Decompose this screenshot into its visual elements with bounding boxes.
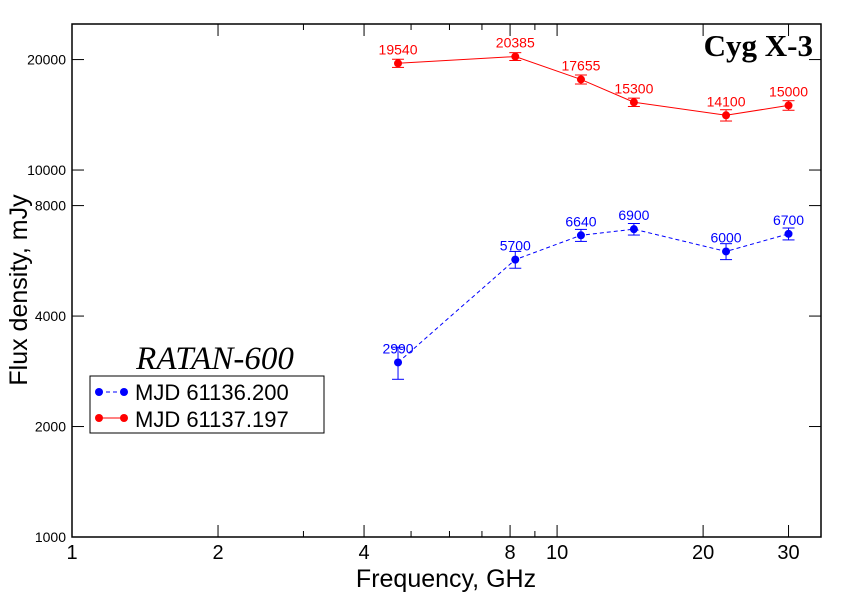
x-tick-label: 20 <box>692 542 714 564</box>
x-tick-label: 2 <box>212 542 223 564</box>
x-tick-label: 10 <box>546 542 568 564</box>
series-line <box>397 56 789 116</box>
data-label: 17655 <box>561 57 600 73</box>
data-point <box>394 358 403 367</box>
data-point <box>576 75 585 84</box>
legend-box <box>89 375 325 434</box>
series-line <box>397 228 789 363</box>
data-label: 6640 <box>565 213 596 229</box>
data-label: 6000 <box>710 229 741 245</box>
data-point <box>511 255 520 264</box>
data-label: 15300 <box>614 80 653 96</box>
y-axis-title: Flux density, mJy <box>5 194 33 386</box>
x-tick-label: 4 <box>358 542 369 564</box>
data-label: 2990 <box>382 340 413 356</box>
y-tick-label: 2000 <box>35 419 66 435</box>
data-point <box>784 229 793 238</box>
legend-item-blue: MJD 61136.200 <box>95 380 289 405</box>
legend-marker-red-right <box>120 414 128 422</box>
data-point <box>511 52 520 61</box>
data-label: 6700 <box>773 212 804 228</box>
y-tick-label: 1000 <box>35 529 66 545</box>
legend-marker-blue-right <box>120 388 128 396</box>
data-point <box>394 59 403 68</box>
y-tick-label: 10000 <box>27 162 66 178</box>
data-point <box>576 231 585 240</box>
legend-marker-red-left <box>95 414 103 422</box>
legend-marker-blue-left <box>95 388 103 396</box>
legend-label-red: MJD 61137.197 <box>135 407 289 432</box>
series-blue: 2990 5700 6640 6900 6000 6700 <box>382 207 804 380</box>
legend: MJD 61136.200 MJD 61137.197 <box>89 375 325 434</box>
x-tick-label: 30 <box>777 542 799 564</box>
x-tick-label: 8 <box>505 542 516 564</box>
data-label: 14100 <box>707 93 746 109</box>
data-label: 19540 <box>379 41 418 57</box>
data-point <box>722 111 731 120</box>
data-label: 15000 <box>769 83 808 99</box>
data-point <box>629 98 638 107</box>
x-axis-title: Frequency, GHz <box>356 565 536 593</box>
y-tick-label: 4000 <box>35 308 66 324</box>
series-red: 19540 20385 17655 15300 14100 15000 <box>379 35 808 122</box>
chart-title: Cyg X-3 <box>704 28 813 63</box>
data-label: 20385 <box>496 35 535 51</box>
data-point <box>722 247 731 256</box>
x-tick-label: 1 <box>66 542 77 564</box>
data-point <box>784 101 793 110</box>
plot-frame <box>71 23 822 538</box>
data-point <box>629 225 638 234</box>
data-label: 5700 <box>500 238 531 254</box>
legend-label-blue: MJD 61136.200 <box>135 380 289 405</box>
y-tick-label: 20000 <box>27 52 66 68</box>
legend-item-red: MJD 61137.197 <box>95 407 289 432</box>
y-axis-ticks: 1000 2000 4000 8000 10000 20000 <box>27 52 821 545</box>
y-tick-label: 8000 <box>35 198 66 214</box>
ratan-annotation: RATAN-600 <box>135 341 294 377</box>
x-axis-ticks: 1 2 4 8 10 20 30 <box>66 24 800 564</box>
data-label: 6900 <box>618 207 649 223</box>
